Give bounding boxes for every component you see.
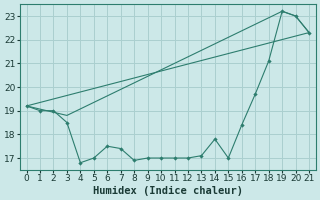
- X-axis label: Humidex (Indice chaleur): Humidex (Indice chaleur): [93, 186, 243, 196]
